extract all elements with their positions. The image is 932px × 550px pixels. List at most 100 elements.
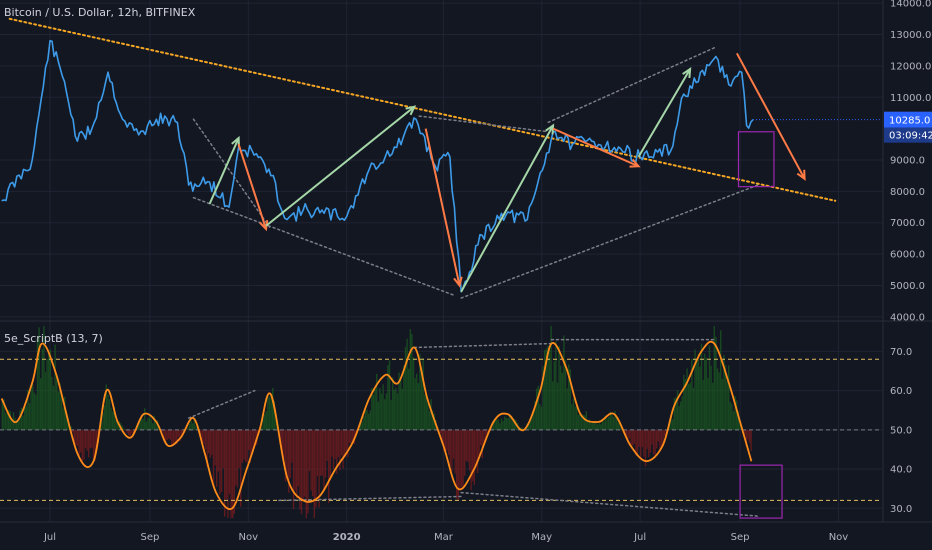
histogram-bar — [592, 422, 594, 430]
histogram-bar — [212, 429, 215, 488]
histogram-bar — [43, 325, 45, 430]
histogram-bar — [164, 429, 167, 443]
histogram-bar — [304, 429, 306, 497]
histogram-bar — [94, 429, 96, 461]
histogram-bar — [596, 424, 599, 430]
histogram-bar — [660, 429, 663, 447]
histogram-bar — [364, 410, 367, 430]
histogram-bar — [528, 423, 530, 430]
oscillator-title: 5e_ScriptB (13, 7) — [4, 332, 103, 345]
price-arrow[interactable] — [736, 52, 806, 180]
histogram-bar — [305, 429, 308, 519]
price-trendline[interactable] — [547, 46, 717, 124]
histogram-bar — [678, 405, 680, 430]
histogram-bar — [569, 369, 572, 430]
histogram-bar — [648, 429, 650, 458]
histogram-bar — [480, 429, 482, 446]
histogram-bar — [664, 429, 666, 437]
histogram-bar — [606, 418, 608, 430]
histogram-bar — [324, 429, 327, 478]
histogram-bar — [70, 426, 72, 430]
price-arrow[interactable] — [237, 144, 268, 230]
histogram-bar — [400, 379, 402, 430]
histogram-bar — [368, 413, 370, 430]
oscillator-series-line[interactable] — [0, 340, 753, 511]
price-arrow[interactable] — [460, 125, 554, 293]
price-trendline[interactable] — [418, 115, 549, 133]
histogram-bar — [440, 429, 442, 434]
histogram-bar — [739, 423, 741, 430]
histogram-bar — [56, 376, 58, 430]
oscillator-trendline[interactable] — [413, 342, 553, 349]
histogram-bar — [300, 429, 303, 515]
histogram-bar — [350, 429, 352, 444]
price-tick-label: 5000.0 — [890, 281, 925, 292]
histogram-bar — [334, 429, 336, 460]
histogram-bar — [731, 403, 733, 430]
histogram-bar — [139, 420, 141, 430]
oscillator-trendline[interactable] — [278, 495, 462, 502]
histogram-bar — [590, 422, 592, 430]
price-trendline[interactable] — [460, 184, 759, 299]
price-arrow[interactable] — [424, 128, 461, 286]
histogram-bar — [294, 429, 296, 491]
price-trendline[interactable] — [192, 196, 454, 296]
price-arrow[interactable] — [637, 68, 691, 158]
histogram-bar — [144, 408, 146, 430]
histogram-bar — [640, 429, 642, 460]
price-arrow[interactable] — [208, 137, 240, 205]
histogram-bar — [22, 415, 24, 430]
histogram-bar — [340, 429, 343, 456]
histogram-bar — [428, 411, 431, 430]
histogram-bar — [720, 330, 722, 430]
histogram-bar — [419, 353, 421, 430]
histogram-bar — [499, 423, 501, 430]
histogram-bar — [243, 429, 245, 460]
histogram-bar — [584, 415, 586, 430]
histogram-bar — [283, 429, 285, 459]
histogram-bar — [376, 373, 378, 430]
histogram-bar — [217, 429, 220, 472]
histogram-bar — [472, 429, 474, 482]
price-box[interactable] — [737, 131, 775, 188]
price-arrow-head — [682, 67, 692, 79]
histogram-bar — [432, 410, 434, 430]
histogram-bar — [115, 419, 117, 430]
oscillator-box[interactable] — [739, 464, 783, 519]
price-trendline[interactable] — [192, 118, 272, 230]
histogram-bar — [112, 411, 114, 430]
histogram-bar — [483, 429, 485, 445]
histogram-bar — [84, 429, 87, 449]
histogram-bar — [468, 429, 471, 471]
histogram-bar — [366, 409, 368, 430]
price-tick-label: 8000.0 — [890, 187, 925, 198]
price-trendline[interactable] — [8, 17, 837, 202]
histogram-bar — [643, 429, 645, 457]
histogram-bar — [723, 355, 725, 430]
histogram-bar — [414, 378, 416, 430]
histogram-bar — [374, 389, 376, 430]
histogram-bar — [728, 365, 730, 430]
price-arrow[interactable] — [265, 105, 416, 227]
histogram-bar — [481, 429, 484, 458]
price-arrow[interactable] — [552, 127, 639, 168]
oscillator-trendline[interactable] — [187, 389, 256, 419]
histogram-bar — [694, 349, 696, 430]
histogram-bar — [272, 387, 274, 430]
histogram-bar — [323, 429, 325, 492]
histogram-bar — [302, 429, 304, 500]
histogram-bar — [641, 429, 644, 447]
histogram-bar — [32, 383, 34, 430]
price-series-line[interactable] — [1, 40, 754, 293]
histogram-bar — [552, 381, 554, 430]
histogram-bar — [396, 393, 399, 430]
oscillator-trendline[interactable] — [460, 491, 759, 517]
histogram-bar — [540, 406, 543, 430]
histogram-bar — [195, 426, 197, 430]
histogram-bar — [737, 411, 740, 430]
histogram-bar — [425, 396, 428, 430]
histogram-bar — [6, 411, 8, 430]
histogram-bar — [140, 416, 143, 430]
histogram-bar — [244, 429, 247, 462]
